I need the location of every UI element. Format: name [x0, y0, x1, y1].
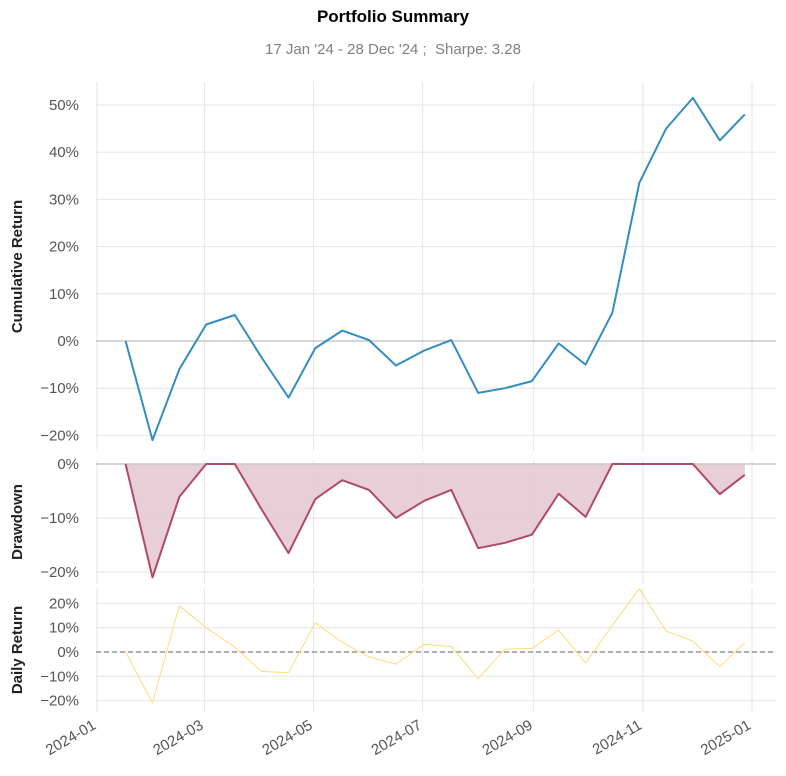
y-tick-label: −20% [40, 564, 79, 581]
y-tick-label: −10% [40, 668, 79, 685]
y-tick-label: 0% [57, 456, 79, 473]
daily-axis-label: Daily Return [9, 606, 26, 694]
x-tick-label: 2024-07 [369, 717, 425, 759]
y-tick-label: 20% [49, 595, 79, 612]
chart-subtitle: 17 Jan '24 - 28 Dec '24 ; Sharpe: 3.28 [265, 41, 521, 58]
x-tick-label: 2024-09 [479, 717, 535, 759]
y-tick-label: 10% [49, 620, 79, 637]
drawdown-area [125, 464, 745, 578]
x-tick-label: 2024-01 [43, 717, 99, 759]
y-tick-label: 20% [49, 239, 79, 256]
x-tick-label: 2024-03 [150, 717, 206, 759]
drawdown-axis-label: Drawdown [9, 484, 26, 560]
cumulative-axis-label: Cumulative Return [9, 200, 26, 333]
y-tick-label: −20% [40, 693, 79, 710]
y-tick-label: 0% [57, 644, 79, 661]
y-tick-label: 40% [49, 144, 79, 161]
y-tick-label: −10% [40, 380, 79, 397]
chart-title: Portfolio Summary [316, 7, 470, 26]
y-tick-label: 0% [57, 333, 79, 350]
y-tick-label: 30% [49, 191, 79, 208]
y-tick-label: −20% [40, 427, 79, 444]
cumulative-return-line [124, 96, 746, 442]
daily-return-line [125, 588, 746, 704]
y-tick-label: 10% [49, 286, 79, 303]
x-tick-label: 2025-01 [698, 717, 754, 759]
y-tick-label: −10% [40, 510, 79, 527]
drawdown-line [124, 463, 746, 579]
x-tick-label: 2024-11 [590, 717, 645, 759]
y-tick-label: 50% [49, 97, 79, 114]
x-tick-label: 2024-05 [259, 717, 315, 759]
